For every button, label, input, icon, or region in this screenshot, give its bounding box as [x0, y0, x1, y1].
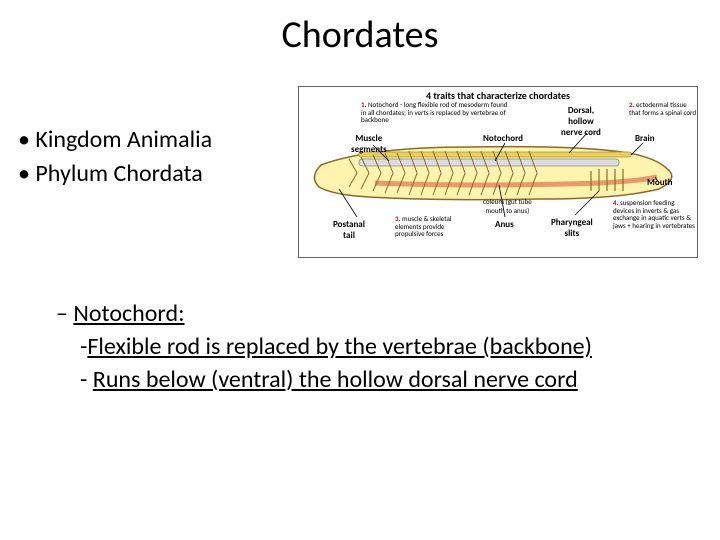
label-brain: Brain	[635, 133, 655, 144]
trait-3: 3. muscle & skeletal elements provide pr…	[395, 215, 469, 238]
dash-prefix: -	[80, 365, 93, 394]
detail-line: -Flexible rod is replaced by the vertebr…	[56, 331, 686, 362]
notochord-shape	[359, 159, 619, 166]
subheading-text: Notochord:	[73, 299, 184, 328]
label-postanal-tail: Postanaltail	[333, 219, 365, 241]
detail-text: Runs below (ventral) the hollow dorsal n…	[93, 365, 578, 394]
subheading-notochord: – Notochord:	[56, 298, 686, 329]
left-bullet-list: Kingdom Animalia Phylum Chordata	[18, 124, 212, 193]
trait-text: suspension feeding devices in inverts & …	[613, 198, 695, 230]
trait-1: 1. Notochord - long flexible rod of meso…	[361, 101, 509, 124]
lower-content: – Notochord: -Flexible rod is replaced b…	[56, 298, 686, 398]
list-item: Phylum Chordata	[18, 158, 212, 190]
label-coleum: coleum (gut tubemouth to anus)	[483, 197, 532, 215]
label-muscle-segments: Musclesegments	[351, 133, 387, 155]
chordate-diagram: 4 traits that characterize chordates	[298, 86, 698, 258]
detail-text: Flexible rod is replaced by the vertebra…	[87, 332, 592, 361]
detail-line: - Runs below (ventral) the hollow dorsal…	[56, 364, 686, 395]
label-anus: Anus	[495, 219, 514, 230]
trait-4: 4. suspension feeding devices in inverts…	[613, 199, 697, 230]
trait-text: Notochord - long flexible rod of mesoder…	[361, 100, 507, 124]
trait-text: ectodermal tissue that forms a spinal co…	[629, 100, 696, 117]
dash-prefix: –	[56, 299, 73, 328]
label-notochord: Notochord	[483, 133, 523, 144]
label-mouth: Mouth	[647, 177, 672, 188]
label-dorsal-nerve: Dorsal,hollownerve cord	[561, 105, 601, 138]
list-item: Kingdom Animalia	[18, 124, 212, 156]
page-title: Chordates	[0, 12, 720, 58]
trait-text: muscle & skeletal elements provide propu…	[395, 214, 451, 238]
trait-2: 2. ectodermal tissue that forms a spinal…	[629, 101, 697, 116]
label-pharyngeal-slits: Pharyngealslits	[551, 217, 593, 239]
